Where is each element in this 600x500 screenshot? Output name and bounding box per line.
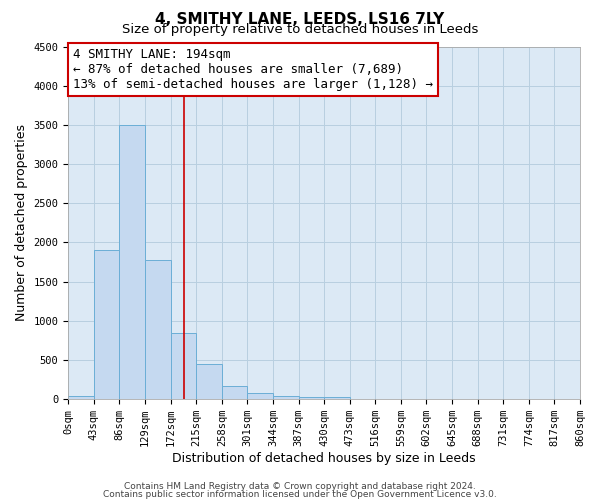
Bar xyxy=(170,332,196,399)
Y-axis label: Number of detached properties: Number of detached properties xyxy=(15,124,28,322)
Text: Size of property relative to detached houses in Leeds: Size of property relative to detached ho… xyxy=(122,22,478,36)
Bar xyxy=(196,364,222,399)
Bar xyxy=(247,393,273,399)
Text: 4 SMITHY LANE: 194sqm
← 87% of detached houses are smaller (7,689)
13% of semi-d: 4 SMITHY LANE: 194sqm ← 87% of detached … xyxy=(73,48,433,92)
Bar xyxy=(119,125,145,399)
Bar xyxy=(145,260,170,399)
Bar xyxy=(324,398,350,399)
Bar xyxy=(94,250,119,399)
Bar xyxy=(299,397,324,399)
X-axis label: Distribution of detached houses by size in Leeds: Distribution of detached houses by size … xyxy=(172,452,476,465)
Text: Contains public sector information licensed under the Open Government Licence v3: Contains public sector information licen… xyxy=(103,490,497,499)
Bar xyxy=(222,386,247,399)
Bar xyxy=(68,396,94,399)
Bar xyxy=(273,396,299,399)
Text: Contains HM Land Registry data © Crown copyright and database right 2024.: Contains HM Land Registry data © Crown c… xyxy=(124,482,476,491)
Text: 4, SMITHY LANE, LEEDS, LS16 7LY: 4, SMITHY LANE, LEEDS, LS16 7LY xyxy=(155,12,445,28)
